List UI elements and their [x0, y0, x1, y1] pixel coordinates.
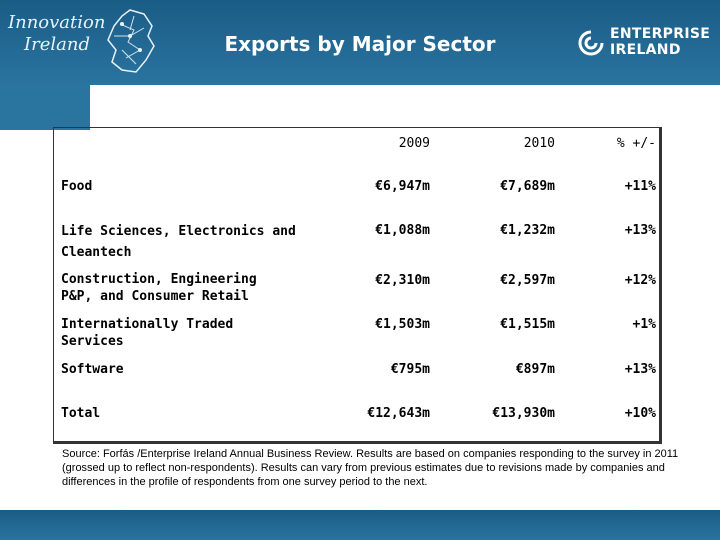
row-life-sciences-change: +13% — [624, 223, 656, 238]
row-software-change: +13% — [624, 362, 656, 377]
page-title: Exports by Major Sector — [224, 32, 496, 56]
row-traded-services-2010: €1,515m — [500, 317, 555, 332]
enterprise-ireland-swirl-icon — [578, 30, 604, 56]
column-header-2010: 2010 — [523, 136, 555, 151]
row-construction-2010: €2,597m — [500, 273, 555, 288]
row-total-2010: €13,930m — [492, 406, 555, 421]
row-software-2009: €795m — [390, 362, 430, 377]
row-construction-2009: €2,310m — [375, 273, 430, 288]
row-software-2010: €897m — [515, 362, 555, 377]
row-life-sciences-2010: €1,232m — [500, 223, 555, 238]
logo-text-ireland: IRELAND — [610, 42, 681, 58]
header-bar — [0, 0, 720, 85]
row-total-change: +10% — [624, 406, 656, 421]
row-construction-change: +12% — [624, 273, 656, 288]
source-note: Source: Forfás /Enterprise Ireland Annua… — [62, 448, 679, 488]
row-food-change: +11% — [624, 179, 656, 194]
footer-bar — [0, 510, 720, 540]
header-side-strip — [0, 85, 90, 130]
row-food-2009: €6,947m — [375, 179, 430, 194]
logo-text-enterprise: ENTERPRISE — [610, 26, 711, 42]
row-label-construction: Construction, Engineering P&P, and Consu… — [61, 272, 257, 304]
innovation-ireland-logo: Innovation Ireland — [8, 6, 158, 76]
row-life-sciences-2009: €1,088m — [375, 223, 430, 238]
row-label-food: Food — [61, 179, 93, 194]
ireland-map-icon — [107, 9, 155, 73]
row-label-life-sciences: Life Sciences, Electronics and Cleantech — [61, 224, 296, 260]
row-food-2010: €7,689m — [500, 179, 555, 194]
row-traded-services-2009: €1,503m — [375, 317, 430, 332]
exports-table — [53, 127, 662, 444]
enterprise-ireland-logo: ENTERPRISE IRELAND — [576, 24, 716, 64]
column-header-2009: 2009 — [398, 136, 430, 151]
row-traded-services-change: +1% — [632, 317, 656, 332]
column-header-change: % +/- — [616, 136, 656, 151]
logo-text-line-2: Ireland — [24, 34, 90, 55]
logo-text-line-1: Innovation — [8, 12, 106, 33]
row-label-total: Total — [61, 406, 101, 421]
row-total-2009: €12,643m — [367, 406, 430, 421]
row-label-traded-services: Internationally Traded Services — [61, 317, 234, 349]
row-label-software: Software — [61, 362, 124, 377]
